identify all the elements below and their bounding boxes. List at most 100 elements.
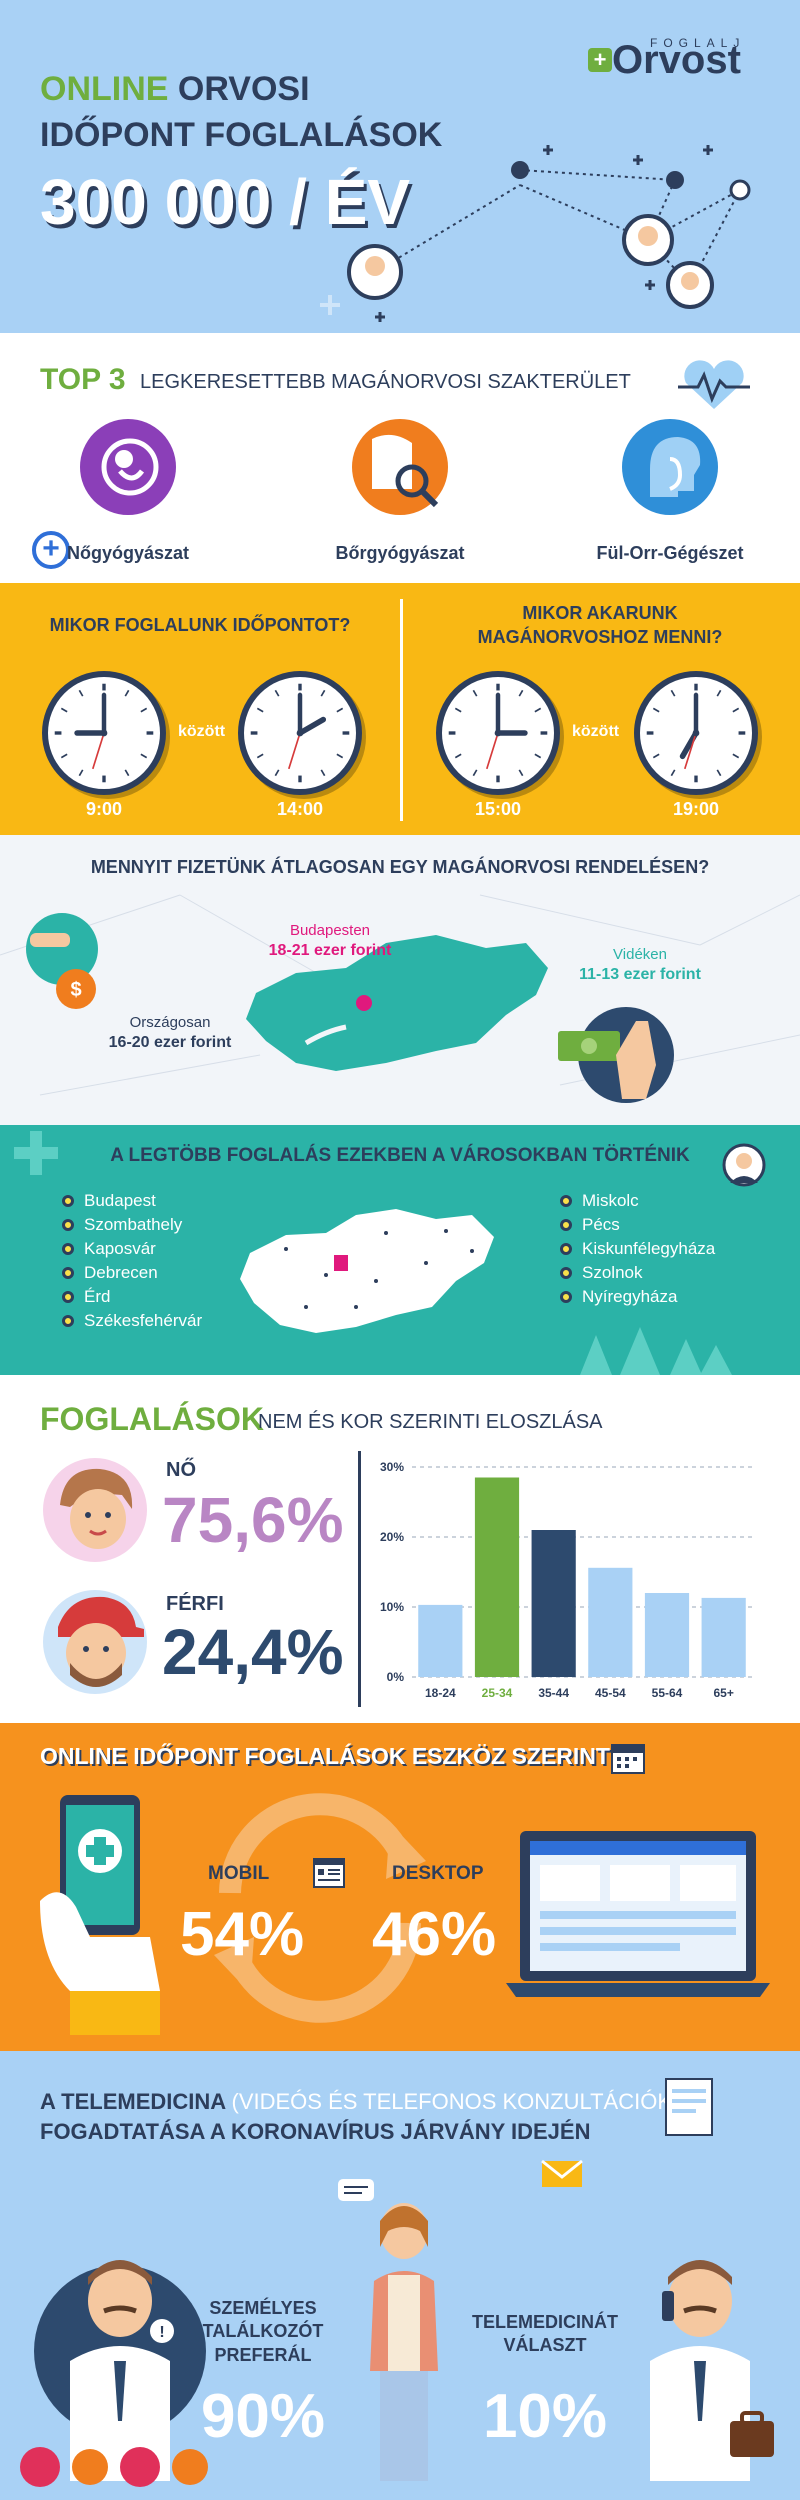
- clock-tick: [454, 707, 462, 713]
- specialty-label: Bőrgyógyászat: [335, 543, 465, 563]
- bar: [474, 1477, 520, 1677]
- bar: [588, 1567, 633, 1677]
- specialty-item: Fül-Orr-Gégészet: [560, 419, 780, 564]
- hungary-cities-map: [240, 1209, 494, 1333]
- male-label: FÉRFI: [166, 1593, 224, 1615]
- clock-tick: [124, 769, 130, 777]
- city-item: Szombathely: [62, 1213, 202, 1237]
- virus-icons: [20, 2447, 208, 2487]
- logo-wordmark: Orvost: [612, 38, 741, 82]
- mobile-phone-icon: [40, 1795, 160, 2035]
- bullet-icon: [560, 1243, 572, 1255]
- female-avatar-icon: [43, 1458, 147, 1562]
- clock-tick: [124, 689, 130, 697]
- y-tick-label: 10%: [380, 1600, 404, 1614]
- city-item: Szolnok: [560, 1261, 715, 1285]
- bar: [418, 1604, 463, 1677]
- city-item: Pécs: [560, 1213, 715, 1237]
- bullet-icon: [62, 1219, 74, 1231]
- clock-tick: [518, 769, 524, 777]
- clock-tick: [320, 689, 326, 697]
- fetus-icon: [80, 419, 176, 515]
- telemedicine-choice-label: TELEMEDICINÁT VÁLASZT: [472, 2312, 618, 2356]
- cycle-arrows-icon: [214, 1793, 426, 2023]
- doctor-badge-icon: [722, 1143, 766, 1187]
- bullet-icon: [560, 1219, 572, 1231]
- city-item: Budapest: [62, 1189, 202, 1213]
- telemedicine-percentage: 10%: [482, 2382, 608, 2451]
- city-item: Kaposvár: [62, 1237, 202, 1261]
- bar: [644, 1593, 690, 1677]
- bullet-icon: [560, 1291, 572, 1303]
- city-name: Érd: [84, 1287, 111, 1306]
- clock-tick: [274, 689, 280, 697]
- logo-tagline: FOGLALJ: [650, 36, 746, 50]
- desktop-label: DESKTOP: [392, 1863, 484, 1884]
- x-category-label: 18-24: [425, 1686, 456, 1700]
- patient-woman-illustration: [338, 2179, 438, 2481]
- bullet-icon: [560, 1195, 572, 1207]
- mobile-label: MOBIL: [208, 1863, 270, 1884]
- devices-title: ONLINE IDŐPONT FOGLALÁSOK ESZKÖZ SZERINT: [40, 1743, 610, 1769]
- devices-section: ONLINE IDŐPONT FOGLALÁSOK ESZKÖZ SZERINT…: [0, 1723, 800, 2051]
- budapest-price: Budapesten 18-21 ezer forint: [268, 922, 392, 959]
- city-name: Kiskunfélegyháza: [582, 1239, 716, 1258]
- bar: [531, 1530, 576, 1677]
- age-distribution-chart: 0% 10% 20% 30% 18-24 25-34 35-44 45-54 55-64 65+: [380, 1460, 752, 1700]
- bullet-icon: [62, 1315, 74, 1327]
- between-label: között: [178, 723, 226, 740]
- plus-circle-icon: +: [32, 531, 70, 569]
- clock-tick: [716, 689, 722, 697]
- prices-section: MENNYIT FIZETÜNK ÁTLAGOSAN EGY MAGÁNORVO…: [0, 835, 800, 1125]
- clock-tick: [716, 769, 722, 777]
- clock-tick: [518, 689, 524, 697]
- cities-title: A LEGTÖBB FOGLALÁS EZEKBEN A VÁROSOKBAN …: [110, 1145, 690, 1166]
- hour-hand: [679, 730, 699, 760]
- city-name: Budapest: [84, 1191, 156, 1210]
- city-item: Kiskunfélegyháza: [560, 1237, 715, 1261]
- clock-tick: [336, 753, 344, 759]
- gender-title: FOGLALÁSOK: [40, 1401, 264, 1437]
- clock-tick: [320, 769, 326, 777]
- clock-icon: [42, 671, 166, 795]
- clock-tick: [534, 753, 542, 759]
- visit-time-question: MIKOR AKARUNK MAGÁNORVOSHOZ MENNI?: [477, 603, 723, 648]
- national-price: Országosan 16-20 ezer forint: [108, 1014, 232, 1051]
- prices-title: MENNYIT FIZETÜNK ÁTLAGOSAN EGY MAGÁNORVO…: [90, 857, 710, 877]
- logo-plus-icon: +: [588, 48, 612, 72]
- cash-hand-icon: [558, 1007, 674, 1103]
- clock-icon: [634, 671, 758, 795]
- second-hand: [287, 732, 301, 770]
- city-item: Székesfehérvár: [62, 1309, 202, 1333]
- city-name: Szolnok: [582, 1263, 643, 1282]
- female-percentage: 75,6%: [162, 1484, 344, 1556]
- clocks-section: MIKOR FOGLALUNK IDŐPONTOT? MIKOR AKARUNK…: [0, 583, 800, 835]
- top3-section: TOP 3 LEGKERESETTEBB MAGÁNORVOSI SZAKTER…: [0, 333, 800, 583]
- tele-title-line1: A TELEMEDICINA (VIDEÓS ÉS TELEFONOS KONZ…: [40, 2089, 680, 2114]
- envelope-icon: [541, 2159, 583, 2187]
- desktop-percentage: 46%: [372, 1900, 497, 1969]
- hungary-map: [246, 935, 548, 1071]
- top3-subtitle: LEGKERESETTEBB MAGÁNORVOSI SZAKTERÜLET: [140, 371, 631, 393]
- clock-icon: [436, 671, 560, 795]
- clock-icon: [238, 671, 362, 795]
- money-bag-icon: $: [26, 913, 98, 1009]
- city-name: Nyíregyháza: [582, 1287, 678, 1306]
- specialty-item: Nőgyógyászat: [18, 419, 238, 564]
- cities-list-left: Budapest Szombathely Kaposvár Debrecen Érd Sz…: [62, 1189, 202, 1333]
- city-name: Székesfehérvár: [84, 1311, 203, 1330]
- doctor-left-illustration: !: [34, 2260, 206, 2481]
- clock-tick: [60, 753, 68, 759]
- city-name: Szombathely: [84, 1215, 183, 1234]
- clock-tick: [670, 769, 676, 777]
- between-label: között: [572, 723, 620, 740]
- clock-tick: [256, 753, 264, 759]
- calendar-icon: [611, 1744, 645, 1774]
- gender-subtitle: NEM ÉS KOR SZERINTI ELOSZLÁSA: [258, 1411, 603, 1433]
- clock-tick: [336, 707, 344, 713]
- specialty-label: Fül-Orr-Gégészet: [596, 543, 744, 563]
- gender-age-section: FOGLALÁSOK NEM ÉS KOR SZERINTI ELOSZLÁSA…: [0, 1375, 800, 1723]
- city-name: Kaposvár: [84, 1239, 156, 1258]
- clock-tick: [670, 689, 676, 697]
- clock-tick: [472, 689, 478, 697]
